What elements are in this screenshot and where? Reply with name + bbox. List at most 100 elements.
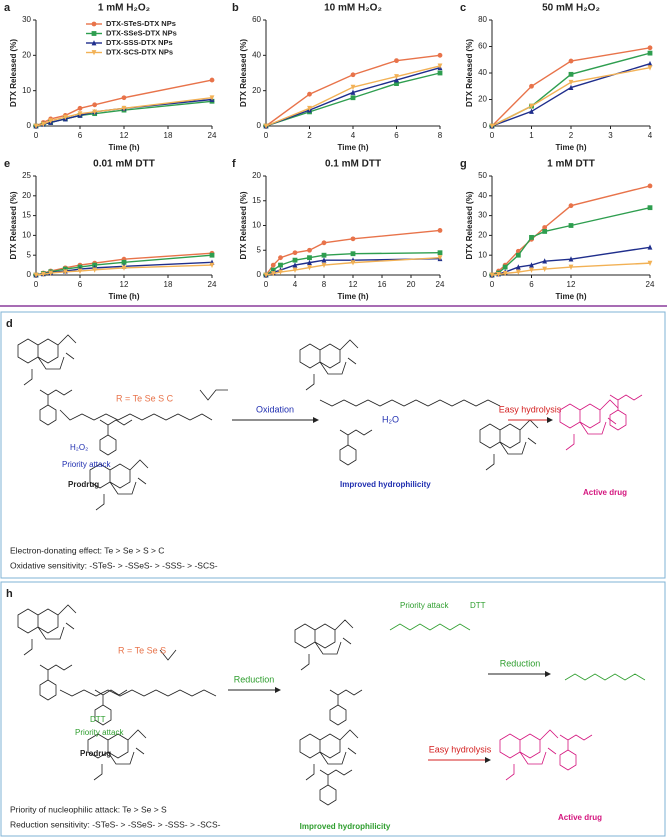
point xyxy=(515,252,521,258)
point xyxy=(568,203,574,209)
point xyxy=(121,265,127,271)
x-tick-label: 0 xyxy=(34,280,39,289)
panel-label: b xyxy=(232,2,239,14)
point xyxy=(278,269,283,275)
note: Electron-donating effect: Te > Se > S > … xyxy=(10,545,164,555)
point xyxy=(350,251,356,257)
point xyxy=(568,264,574,270)
x-tick-label: 12 xyxy=(349,280,358,289)
chart-title: 1 mM DTT xyxy=(547,159,595,170)
y-tick-label: 20 xyxy=(22,191,31,200)
point xyxy=(292,262,298,268)
chain xyxy=(59,389,228,421)
y-axis-label: DTX Released (%) xyxy=(9,39,18,107)
x-tick-label: 24 xyxy=(646,280,655,289)
point xyxy=(647,45,653,51)
point xyxy=(40,271,46,278)
x-tick-label: 24 xyxy=(208,131,217,140)
panel-label: d xyxy=(6,318,13,330)
series-line xyxy=(491,47,651,127)
reagent: H₂O₂ xyxy=(70,443,88,452)
point xyxy=(437,250,443,256)
step-label: Reduction xyxy=(500,658,541,668)
point xyxy=(350,84,356,91)
legend-label: DTX-SCS-DTX NPs xyxy=(106,47,173,56)
x-tick-label: 12 xyxy=(120,131,129,140)
x-tick-label: 8 xyxy=(438,131,443,140)
point xyxy=(394,77,399,83)
attack-label: Priority attack xyxy=(62,460,111,469)
x-axis-label: Time (h) xyxy=(338,292,369,301)
y-tick-label: 30 xyxy=(478,211,487,220)
y-tick-label: 20 xyxy=(478,95,487,104)
point xyxy=(307,247,312,253)
point xyxy=(40,121,46,128)
point xyxy=(121,105,127,112)
x-tick-label: 0 xyxy=(490,280,495,289)
point xyxy=(568,71,574,77)
point xyxy=(91,31,97,36)
chart-title: 1 mM H₂O₂ xyxy=(98,3,150,14)
y-tick-label: 50 xyxy=(478,171,487,180)
chart: b 10 mM H₂O₂ 0 20 40 60 0 2 4 6 8 Time (h) DTX Relea… xyxy=(232,2,443,152)
point xyxy=(515,269,521,275)
point xyxy=(209,95,215,101)
x-tick-label: 2 xyxy=(307,131,312,140)
x-tick-label: 1 xyxy=(529,131,534,140)
panel-label: e xyxy=(4,158,10,170)
point xyxy=(307,91,312,97)
point xyxy=(263,123,269,129)
y-tick-label: 10 xyxy=(22,86,31,95)
dtt xyxy=(564,673,646,681)
point xyxy=(62,269,68,275)
legend-label: DTX-STeS-DTX NPs xyxy=(106,19,176,28)
chart-title: 0.1 mM DTT xyxy=(325,159,381,170)
intermediate-label: Improved hydrophilicity xyxy=(300,822,391,831)
panel-h-box xyxy=(0,581,666,837)
point xyxy=(542,225,548,230)
y-tick-label: 20 xyxy=(252,171,261,180)
point xyxy=(62,114,68,121)
point xyxy=(542,229,548,234)
y-axis-label: DTX Released (%) xyxy=(9,191,18,259)
point xyxy=(568,58,574,64)
point xyxy=(209,262,215,268)
x-tick-label: 2 xyxy=(569,131,574,140)
point xyxy=(209,252,215,258)
x-axis-label: Time (h) xyxy=(556,292,587,301)
point xyxy=(91,50,97,56)
point xyxy=(437,228,443,233)
x-tick-label: 24 xyxy=(436,280,445,289)
point xyxy=(77,268,83,274)
y-axis-label: DTX Released (%) xyxy=(465,39,474,107)
point xyxy=(263,272,269,278)
x-tick-label: 0 xyxy=(490,131,495,140)
point xyxy=(489,272,495,278)
scheme-d: d R = Te Se S C H₂O₂ Priority attack Pro… xyxy=(6,318,643,570)
point xyxy=(529,234,534,240)
x-axis-label: Time (h) xyxy=(109,292,140,301)
x-tick-label: 6 xyxy=(78,280,83,289)
point xyxy=(496,272,501,278)
point xyxy=(350,260,356,266)
r-label: R = Te Se S xyxy=(118,645,166,655)
point xyxy=(394,58,399,64)
point xyxy=(502,264,508,270)
point xyxy=(647,60,653,67)
point xyxy=(542,258,548,264)
note: Reduction sensitivity: -STeS- > -SSeS- >… xyxy=(10,819,221,829)
y-tick-label: 20 xyxy=(22,50,31,59)
point xyxy=(92,267,98,273)
step-label: Oxidation xyxy=(256,404,294,414)
y-tick-label: 30 xyxy=(22,15,31,24)
point xyxy=(350,95,356,101)
point xyxy=(307,259,312,266)
point xyxy=(321,257,327,263)
x-tick-label: 0 xyxy=(34,131,39,140)
point xyxy=(568,223,574,228)
point xyxy=(647,205,653,211)
y-tick-label: 0 xyxy=(27,121,32,130)
point xyxy=(529,262,534,268)
x-axis-label: Time (h) xyxy=(109,143,140,152)
